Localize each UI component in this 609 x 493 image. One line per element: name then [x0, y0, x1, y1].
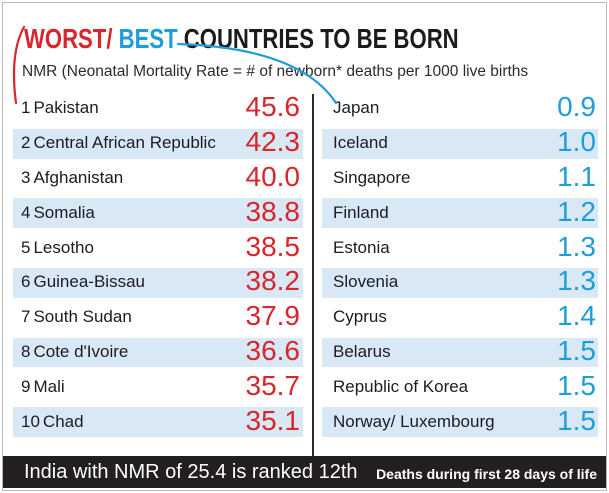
- nmr-value: 38.8: [245, 195, 301, 227]
- rank-label: 6: [21, 272, 31, 292]
- country-label: Japan: [333, 98, 380, 118]
- worst-row: 4 Somalia 38.8: [13, 195, 303, 230]
- best-row: Slovenia 1.3: [322, 265, 598, 300]
- rank-label: 4: [21, 202, 31, 222]
- title-worst: WORST/: [24, 23, 113, 54]
- nmr-value: 1.0: [557, 126, 596, 158]
- country-label: Belarus: [333, 341, 391, 361]
- footer-definition-note: Deaths during first 28 days of life: [376, 466, 597, 482]
- rank-label: 3: [21, 167, 31, 187]
- column-divider: [312, 94, 314, 456]
- country-label: Republic of Korea: [333, 376, 469, 396]
- title-rest: COUNTRIES TO BE BORN: [183, 23, 459, 54]
- nmr-value: 37.9: [245, 300, 301, 332]
- nmr-value: 42.3: [245, 126, 301, 158]
- nmr-value: 1.5: [557, 369, 596, 401]
- rank-label: 5: [21, 237, 31, 257]
- country-label: Finland: [333, 202, 389, 222]
- worst-row: 9 Mali 35.7: [13, 369, 303, 404]
- title-best: BEST: [118, 23, 178, 54]
- worst-row: 5 Lesotho 38.5: [13, 230, 303, 265]
- worst-row: 7 South Sudan 37.9: [13, 300, 303, 335]
- country-label: Guinea-Bissau: [33, 272, 145, 292]
- rank-label: 8: [21, 341, 31, 361]
- rank-label: 1: [21, 98, 31, 118]
- rank-label: 7: [21, 307, 31, 327]
- rank-label: 10: [21, 411, 40, 431]
- best-table: Japan 0.9 Iceland 1.0 Singapore 1.1 Finland 1.2…: [322, 91, 598, 439]
- nmr-value: 1.3: [557, 230, 596, 262]
- best-row: Cyprus 1.4: [322, 300, 598, 335]
- country-label: Central African Republic: [33, 133, 216, 153]
- nmr-value: 1.3: [557, 265, 596, 297]
- nmr-value: 1.4: [557, 300, 596, 332]
- worst-row: 1 Pakistan 45.6: [13, 91, 303, 126]
- nmr-value: 35.1: [245, 404, 301, 436]
- chart-subtitle: NMR (Neonatal Mortality Rate = # of newb…: [22, 63, 529, 80]
- best-row: Singapore 1.1: [322, 161, 598, 196]
- best-row: Republic of Korea 1.5: [322, 369, 598, 404]
- nmr-value: 36.6: [245, 334, 301, 366]
- nmr-value: 38.5: [245, 230, 301, 262]
- country-label: Iceland: [333, 133, 388, 153]
- country-label: Somalia: [33, 202, 95, 222]
- nmr-value: 40.0: [245, 160, 301, 192]
- country-label: Singapore: [333, 167, 411, 187]
- country-label: Cyprus: [333, 307, 387, 327]
- country-label: Estonia: [333, 237, 390, 257]
- footer-bar: India with NMR of 25.4 is ranked 12th De…: [3, 456, 606, 488]
- nmr-value: 1.2: [557, 195, 596, 227]
- worst-row: 2 Central African Republic 42.3: [13, 126, 303, 161]
- worst-table: 1 Pakistan 45.6 2 Central African Republic 42…: [13, 91, 303, 439]
- worst-row: 3 Afghanistan 40.0: [13, 161, 303, 196]
- best-row: Norway/ Luxembourg 1.5: [322, 404, 598, 439]
- nmr-value: 35.7: [245, 369, 301, 401]
- rank-label: 2: [21, 133, 31, 153]
- country-label: Pakistan: [33, 98, 99, 118]
- nmr-value: 45.6: [245, 91, 301, 123]
- best-row: Iceland 1.0: [322, 126, 598, 161]
- country-label: Cote d'Ivoire: [33, 341, 129, 361]
- best-row: Belarus 1.5: [322, 335, 598, 370]
- best-row: Estonia 1.3: [322, 230, 598, 265]
- country-label: South Sudan: [33, 307, 132, 327]
- country-label: Chad: [42, 411, 84, 431]
- worst-row: 6 Guinea-Bissau 38.2: [13, 265, 303, 300]
- country-label: Lesotho: [33, 237, 94, 257]
- best-row: Finland 1.2: [322, 195, 598, 230]
- footer-india-note: India with NMR of 25.4 is ranked 12th: [24, 461, 358, 483]
- worst-row: 10 Chad 35.1: [13, 404, 303, 439]
- nmr-value: 0.9: [557, 91, 596, 123]
- chart-title: WORST/ BEST COUNTRIES TO BE BORN: [24, 23, 459, 55]
- nmr-value: 1.5: [557, 404, 596, 436]
- country-label: Afghanistan: [33, 167, 124, 187]
- worst-row: 8 Cote d'Ivoire 36.6: [13, 335, 303, 370]
- nmr-value: 1.1: [557, 160, 596, 192]
- rank-label: 9: [21, 376, 31, 396]
- country-label: Mali: [33, 376, 65, 396]
- country-label: Slovenia: [333, 272, 399, 292]
- country-label: Norway/ Luxembourg: [333, 411, 495, 431]
- nmr-value: 38.2: [245, 265, 301, 297]
- nmr-value: 1.5: [557, 334, 596, 366]
- best-row: Japan 0.9: [322, 91, 598, 126]
